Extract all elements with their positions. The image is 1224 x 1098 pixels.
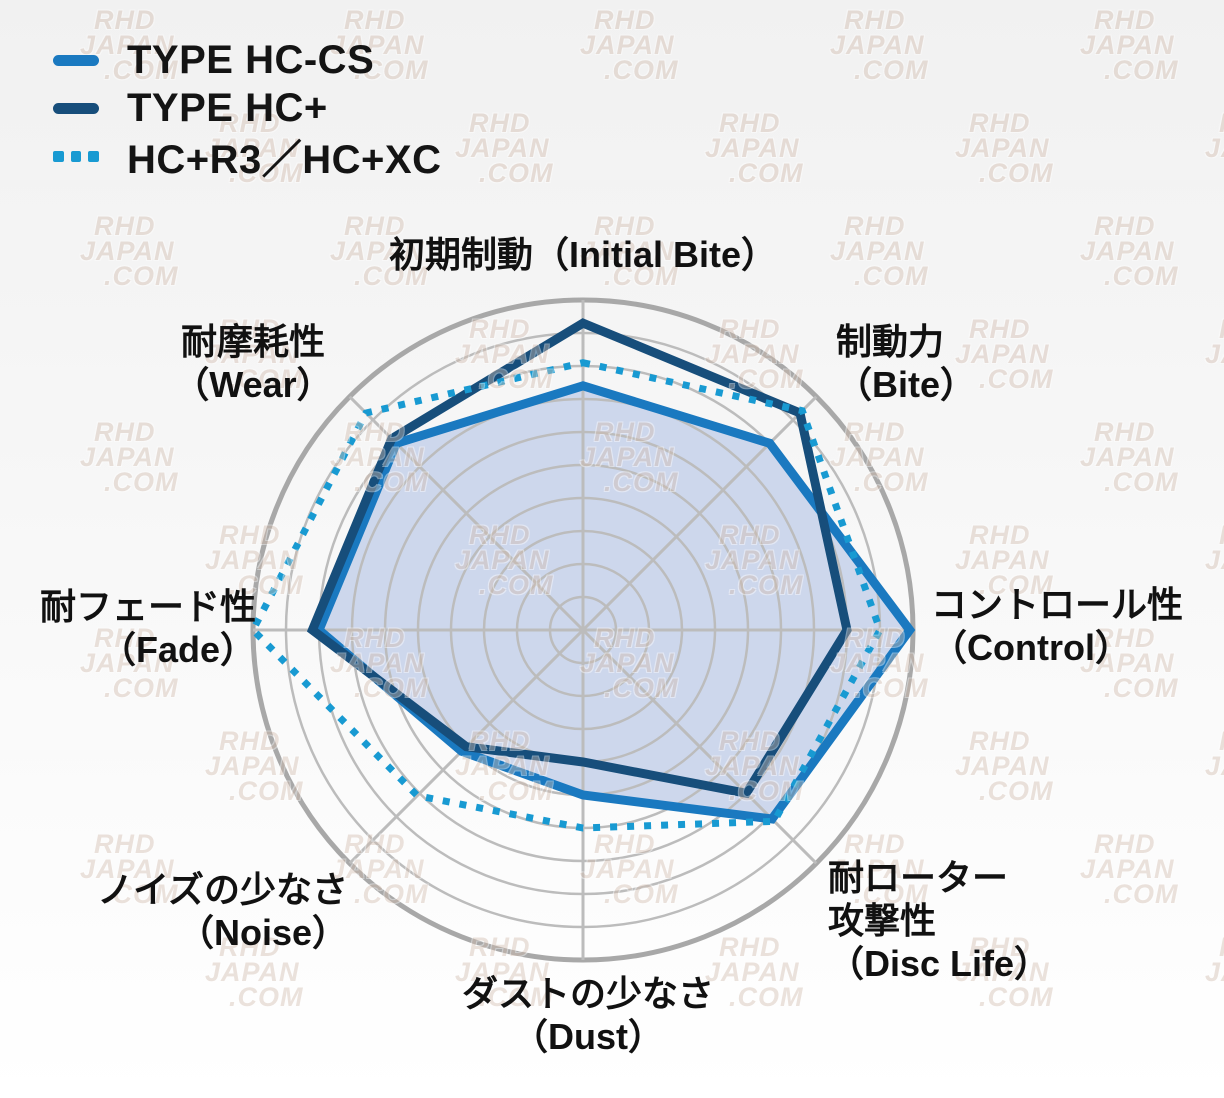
- series-line: [306, 318, 852, 799]
- axis-label-line: （Bite）: [836, 364, 977, 405]
- axis-label-line: ダストの少なさ: [461, 973, 715, 1014]
- legend-item: TYPE HC+: [53, 84, 441, 132]
- axis-label-line: ノイズの少なさ: [97, 869, 348, 910]
- axis-label-noise: ノイズの少なさ （Noise）: [97, 868, 348, 954]
- dotted-line-icon: [53, 150, 100, 162]
- axis-label-control: コントロール性 （Control）: [931, 583, 1183, 669]
- axis-label-line: （Fade）: [99, 629, 256, 670]
- axis-label-line: コントロール性: [931, 584, 1184, 625]
- series-fill: [319, 385, 910, 819]
- series-line: [248, 359, 884, 832]
- legend-item: TYPE HC-CS: [53, 36, 441, 84]
- axis-label-line: （Disc Life）: [828, 943, 1051, 984]
- legend-item: HC+R3／HC+XC: [53, 132, 441, 182]
- legend-label: HC+R3／HC+XC: [127, 138, 442, 182]
- axis-label-line: （Dust）: [511, 1016, 664, 1057]
- axis-label-line: 制動力: [836, 321, 945, 362]
- axis-label-disc-life: 耐ローター 攻撃性 （Disc Life）: [828, 856, 1050, 985]
- axis-label-line: 耐ローター: [828, 857, 1009, 898]
- axis-label-line: （Control）: [931, 627, 1131, 668]
- axis-label-line: （Wear）: [173, 364, 333, 405]
- legend-label: TYPE HC+: [127, 85, 328, 130]
- grid-spoke: [581, 395, 818, 632]
- solid-navy-line-icon: [53, 102, 99, 114]
- axis-label-bite: 制動力 （Bite）: [836, 320, 976, 406]
- axis-label-dust: ダストの少なさ （Dust）: [462, 972, 714, 1058]
- axis-label-initial-bite: 初期制動（Initial Bite）: [389, 233, 777, 276]
- legend: TYPE HC-CS TYPE HC+ HC+R3／HC+XC: [53, 36, 441, 182]
- solid-blue-line-icon: [53, 54, 99, 66]
- axis-label-wear: 耐摩耗性 （Wear）: [173, 320, 332, 406]
- axis-label-line: 初期制動（Initial Bite）: [388, 234, 778, 275]
- legend-label: TYPE HC-CS: [127, 37, 375, 82]
- axis-label-line: （Noise）: [177, 912, 348, 953]
- axis-label-line: 耐摩耗性: [180, 321, 326, 362]
- grid-spoke: [581, 628, 818, 865]
- axis-label-fade: 耐フェード性 （Fade）: [40, 585, 256, 671]
- axis-label-line: 耐フェード性: [39, 586, 256, 627]
- axis-label-line: 攻撃性: [828, 900, 937, 941]
